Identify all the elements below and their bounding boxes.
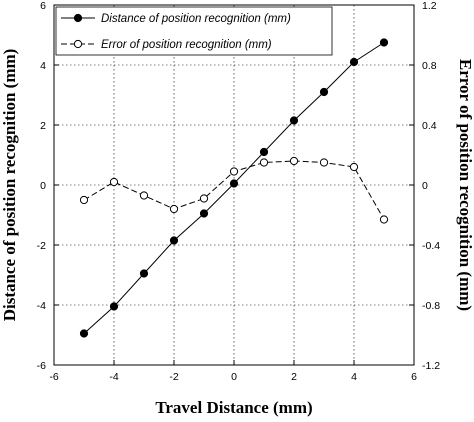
legend-label-distance: Distance of position recognition (mm) xyxy=(101,13,291,25)
y2-tick-label: -1.2 xyxy=(422,360,440,372)
data-point-distance xyxy=(259,147,269,157)
x-tick-label: 4 xyxy=(351,371,357,383)
legend-label-error: Error of position recognition (mm) xyxy=(101,39,272,51)
series xyxy=(79,38,389,338)
y-tick-label: -2 xyxy=(37,240,46,252)
x-tick-label: 0 xyxy=(231,371,237,383)
data-point-distance xyxy=(229,179,239,188)
y2-tick-label: 1.2 xyxy=(422,0,437,12)
x-tick-label: 2 xyxy=(291,371,297,383)
data-point-distance xyxy=(289,116,299,125)
data-point-error xyxy=(349,162,359,172)
data-point-distance xyxy=(79,329,89,338)
legend-marker-distance xyxy=(73,13,83,23)
legend-box xyxy=(55,6,333,56)
x-tick-label: 6 xyxy=(411,371,417,383)
y-tick-label: 4 xyxy=(40,60,46,72)
data-point-error xyxy=(139,191,149,200)
y2-tick-label: -0.4 xyxy=(422,240,440,252)
data-point-error xyxy=(79,195,89,205)
y-tick-label: 0 xyxy=(40,180,46,192)
y-tick-label: -4 xyxy=(37,300,46,312)
data-point-error xyxy=(379,215,389,224)
x-axis-title: Travel Distance (mm) xyxy=(155,398,312,417)
data-point-error xyxy=(289,156,299,166)
data-point-distance xyxy=(109,302,119,311)
y2-tick-label: -0.8 xyxy=(422,300,440,312)
y-tick-label: -6 xyxy=(37,360,46,372)
legend-marker-error xyxy=(73,39,83,49)
data-point-distance xyxy=(199,209,209,218)
y2-tick-label: 0 xyxy=(422,180,428,192)
data-point-distance xyxy=(139,269,149,278)
x-tick-label: -4 xyxy=(109,371,118,383)
legend: Distance of position recognition (mm) Er… xyxy=(55,6,333,56)
ticks: -6 -4 -2 0 2 4 6 -6 -4 -2 0 2 4 6 -1.2 -0.8 -0.4 0 0.4 0.8 1… xyxy=(37,0,441,383)
data-point-distance xyxy=(169,236,179,245)
y2-tick-label: 0.8 xyxy=(422,60,437,72)
data-point-error xyxy=(199,194,209,203)
data-point-error xyxy=(229,167,239,176)
data-point-distance xyxy=(319,87,329,97)
y2-axis-title: Error of position recognition (mm) xyxy=(456,59,474,311)
x-tick-label: -2 xyxy=(169,371,178,383)
x-tick-label: -6 xyxy=(49,371,58,383)
data-point-distance xyxy=(379,38,389,47)
y2-tick-label: 0.4 xyxy=(422,120,437,132)
data-point-error xyxy=(319,158,329,167)
y-tick-label: 2 xyxy=(40,120,46,132)
data-point-distance xyxy=(349,57,359,67)
data-point-error xyxy=(169,204,179,214)
data-point-error xyxy=(259,158,269,167)
y-tick-label: 6 xyxy=(40,0,46,12)
y-axis-title: Distance of position recognition (mm) xyxy=(0,49,19,322)
data-point-error xyxy=(109,177,119,187)
